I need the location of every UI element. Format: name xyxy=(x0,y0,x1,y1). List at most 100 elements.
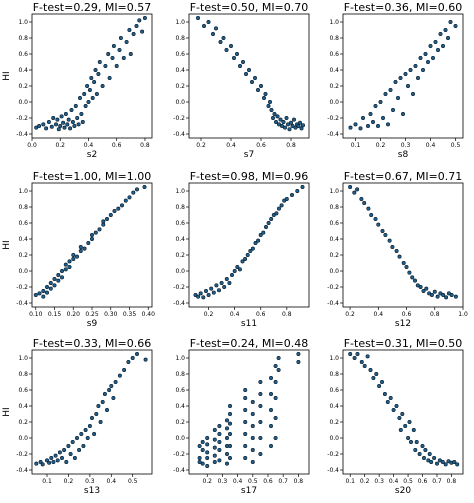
data-point xyxy=(366,206,371,211)
data-point xyxy=(374,371,379,376)
y-tick-label: 0.0 xyxy=(18,435,28,442)
data-point xyxy=(276,355,281,360)
data-point xyxy=(224,276,229,281)
y-tick-label: -0.2 xyxy=(327,115,339,122)
data-point xyxy=(52,283,57,288)
data-point xyxy=(276,367,281,372)
data-point xyxy=(412,278,417,283)
y-tick-label: 0.0 xyxy=(329,435,339,442)
data-point xyxy=(362,201,367,206)
x-tick-label: 0.20 xyxy=(67,311,81,318)
y-tick-label: -0.4 xyxy=(173,131,185,138)
y-tick-label: 0.2 xyxy=(175,83,185,90)
data-point xyxy=(424,286,429,291)
data-point xyxy=(107,387,112,392)
data-point xyxy=(293,125,298,130)
data-point xyxy=(228,403,233,408)
data-point xyxy=(393,80,398,85)
data-point xyxy=(282,125,287,130)
data-point xyxy=(196,15,201,20)
data-point xyxy=(102,391,107,396)
data-point xyxy=(288,120,293,125)
data-point xyxy=(418,284,423,289)
data-point xyxy=(406,435,411,440)
data-point xyxy=(90,233,95,238)
data-point xyxy=(295,189,300,194)
data-point xyxy=(258,419,263,424)
x-tick-label: 0.4 xyxy=(233,478,243,485)
data-point xyxy=(453,23,458,28)
data-point xyxy=(418,55,423,60)
data-point xyxy=(34,461,39,466)
data-point xyxy=(237,267,242,272)
data-point xyxy=(40,462,45,467)
data-point xyxy=(443,27,448,32)
data-point xyxy=(200,439,205,444)
data-point xyxy=(68,126,73,131)
data-point xyxy=(427,451,432,456)
data-point xyxy=(258,84,263,89)
y-tick-label: 1.0 xyxy=(175,355,185,362)
data-point xyxy=(403,72,408,77)
data-point xyxy=(202,23,207,28)
y-axis-label: HI xyxy=(2,71,12,80)
y-tick-label: 0.4 xyxy=(329,236,339,243)
x-tick-label: 0.1 xyxy=(42,478,52,485)
x-tick-label: 0.6 xyxy=(256,142,266,149)
data-point xyxy=(380,116,385,121)
y-tick-label: 0.2 xyxy=(329,252,339,259)
y-tick-label: 1.0 xyxy=(175,188,185,195)
data-point xyxy=(49,455,54,460)
data-point xyxy=(219,280,224,285)
data-point xyxy=(47,460,52,465)
data-point xyxy=(413,64,418,69)
data-point xyxy=(100,399,105,404)
data-point xyxy=(227,280,232,285)
data-point xyxy=(455,462,460,467)
y-tick-label: 0.8 xyxy=(329,371,339,378)
subplot-title: F-test=0.31, MI=0.50 xyxy=(344,337,463,350)
subplot-4: F-test=1.00, MI=1.00 0.10 0.15 0.20 0.25 0.30… xyxy=(2,170,155,329)
data-point xyxy=(387,238,392,243)
data-point xyxy=(59,114,64,119)
data-point xyxy=(250,435,255,440)
data-point xyxy=(352,355,357,360)
data-point xyxy=(373,217,378,222)
data-point xyxy=(56,127,61,132)
y-tick-label: 0.8 xyxy=(18,35,28,42)
data-point xyxy=(121,55,126,60)
data-point xyxy=(383,233,388,238)
data-point xyxy=(269,217,274,222)
data-point xyxy=(300,123,305,128)
data-point xyxy=(57,450,62,455)
data-point xyxy=(89,76,94,81)
data-point xyxy=(108,213,113,218)
y-tick-label: 0.8 xyxy=(175,35,185,42)
data-point xyxy=(76,122,81,127)
data-point xyxy=(279,124,284,129)
data-point xyxy=(432,455,437,460)
data-point xyxy=(291,117,296,122)
y-tick-label: 0.4 xyxy=(175,67,185,74)
data-point xyxy=(390,245,395,250)
data-point xyxy=(44,126,49,131)
x-tick-label: 0.8 xyxy=(430,311,440,318)
data-point xyxy=(80,120,85,125)
data-point xyxy=(385,122,390,127)
data-point xyxy=(211,31,216,36)
data-point xyxy=(440,459,445,464)
data-point xyxy=(44,284,49,289)
data-point xyxy=(98,419,103,424)
y-tick-label: 0.8 xyxy=(175,371,185,378)
y-tick-label: -0.4 xyxy=(173,300,185,307)
data-point xyxy=(78,96,83,101)
data-point xyxy=(243,407,248,412)
data-point xyxy=(241,59,246,64)
data-point xyxy=(62,125,67,130)
data-point xyxy=(63,112,68,117)
data-point xyxy=(37,124,42,129)
x-tick-label: 0.1 xyxy=(345,478,355,485)
data-point xyxy=(423,51,428,56)
data-point xyxy=(299,126,304,131)
data-point xyxy=(94,92,99,97)
